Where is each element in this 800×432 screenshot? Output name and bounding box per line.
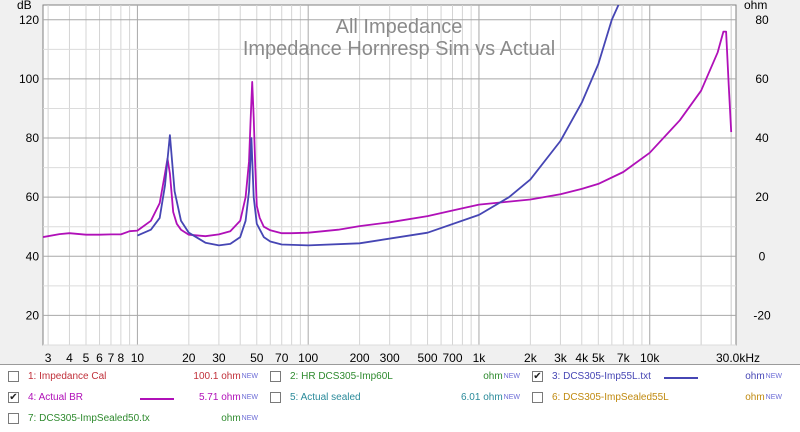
legend-new-badge: NEW [241, 415, 258, 422]
legend-item[interactable]: ✔ 3: DCS305-Imp55L.txt ohmNEW [532, 369, 790, 385]
legend-new-badge: NEW [241, 373, 258, 380]
x-tick-label: 8 [118, 351, 125, 364]
left-tick-label: 80 [26, 131, 40, 145]
right-tick-label: 20 [755, 190, 769, 204]
x-tick-label: 200 [350, 351, 370, 364]
legend-item[interactable]: 5: Actual sealed 6.01 ohmNEW [270, 390, 528, 406]
x-tick-label: 70 [275, 351, 289, 364]
chart-subtitle: Impedance Hornresp Sim vs Actual [243, 38, 555, 60]
legend-value: ohmNEW [483, 369, 520, 385]
x-tick-label: 6 [96, 351, 103, 364]
x-tick-label: 30.0kHz [716, 351, 760, 364]
legend-series-name: 7: DCS305-ImpSealed50.tx [28, 413, 150, 424]
legend-item[interactable]: ✔ 4: Actual BR 5.71 ohmNEW [8, 390, 266, 406]
right-axis-unit: ohm [744, 0, 767, 12]
legend-checkbox[interactable]: ✔ [8, 392, 19, 403]
x-tick-label: 30 [212, 351, 226, 364]
x-tick-label: 7k [617, 351, 631, 364]
series-layer [43, 5, 733, 247]
legend-checkbox[interactable] [270, 371, 281, 382]
legend-swatch [140, 398, 174, 400]
legend-value: 5.71 ohmNEW [199, 390, 258, 406]
right-tick-label: 80 [755, 13, 769, 27]
legend-checkbox[interactable]: ✔ [532, 371, 543, 382]
x-tick-label: 10k [640, 351, 660, 364]
left-tick-label: 100 [19, 72, 39, 86]
legend-series-name: 3: DCS305-Imp55L.txt [552, 371, 651, 382]
legend-new-badge: NEW [503, 373, 520, 380]
left-tick-label: 40 [26, 249, 40, 263]
chart-title: All Impedance [336, 16, 463, 38]
axis-labels: 20 40 60 80 100 120 -20 0 20 40 60 80 3 4 5 6 7 8 10 20 30 50… [19, 13, 771, 364]
legend-series-name: 2: HR DCS305-Imp60L [290, 371, 393, 382]
legend-item[interactable]: 7: DCS305-ImpSealed50.tx ohmNEW [8, 411, 266, 427]
legend-value: 6.01 ohmNEW [461, 390, 520, 406]
x-tick-label: 50 [250, 351, 264, 364]
legend-value-text: 100.1 ohm [193, 371, 241, 382]
legend-value-text: ohm [745, 371, 765, 382]
legend-new-badge: NEW [765, 394, 782, 401]
x-tick-label: 300 [380, 351, 400, 364]
legend-value-text: 5.71 ohm [198, 392, 241, 403]
legend-item[interactable]: 6: DCS305-ImpSealed55L ohmNEW [532, 390, 790, 406]
x-tick-label: 3k [554, 351, 568, 364]
legend-series-name: 4: Actual BR [28, 392, 84, 403]
legend-value-text: ohm [221, 413, 241, 424]
x-tick-label: 100 [298, 351, 318, 364]
x-tick-label: 20 [182, 351, 196, 364]
left-axis-unit: dB [17, 0, 32, 12]
series-line [43, 30, 733, 238]
right-tick-label: 0 [759, 249, 766, 263]
legend-value: ohmNEW [221, 411, 258, 427]
right-tick-label: -20 [753, 308, 771, 322]
x-tick-label: 4k [575, 351, 589, 364]
legend-checkbox[interactable] [8, 413, 19, 424]
legend-value: 100.1 ohmNEW [193, 369, 258, 385]
grid [43, 5, 736, 346]
legend-value: ohmNEW [745, 390, 782, 406]
x-tick-label: 3 [45, 351, 52, 364]
right-tick-label: 40 [755, 131, 769, 145]
x-tick-label: 5 [83, 351, 90, 364]
legend-new-badge: NEW [503, 394, 520, 401]
left-tick-label: 20 [26, 308, 40, 322]
left-tick-label: 120 [19, 13, 39, 27]
legend-item[interactable]: 2: HR DCS305-Imp60L ohmNEW [270, 369, 528, 385]
legend-value-text: ohm [745, 392, 765, 403]
legend-checkbox[interactable] [8, 371, 19, 382]
x-tick-label: 1k [473, 351, 487, 364]
right-tick-label: 60 [755, 72, 769, 86]
legend-new-badge: NEW [241, 394, 258, 401]
x-tick-label: 500 [418, 351, 438, 364]
legend-swatch [664, 377, 698, 379]
legend-value-text: 6.01 ohm [460, 392, 503, 403]
legend-value-text: ohm [483, 371, 503, 382]
x-tick-label: 2k [524, 351, 538, 364]
x-tick-label: 700 [442, 351, 462, 364]
impedance-chart: 20 40 60 80 100 120 -20 0 20 40 60 80 3 4 5 6 7 8 10 20 30 50… [17, 0, 771, 364]
legend-new-badge: NEW [765, 373, 782, 380]
legend-series-name: 6: DCS305-ImpSealed55L [552, 392, 669, 403]
legend-series-name: 5: Actual sealed [290, 392, 361, 403]
legend-checkbox[interactable] [532, 392, 543, 403]
legend-checkbox[interactable] [270, 392, 281, 403]
legend-value: ohmNEW [745, 369, 782, 385]
legend-series-name: 1: Impedance Cal [28, 371, 107, 382]
left-tick-label: 60 [26, 190, 40, 204]
x-tick-label: 4 [66, 351, 73, 364]
x-tick-label: 7 [108, 351, 115, 364]
x-tick-label: 5k [592, 351, 606, 364]
legend-item[interactable]: 1: Impedance Cal 100.1 ohmNEW [8, 369, 266, 385]
series-line [137, 5, 620, 247]
legend-panel: 1: Impedance Cal 100.1 ohmNEW 2: HR DCS305… [0, 364, 800, 432]
x-tick-label: 10 [131, 351, 145, 364]
